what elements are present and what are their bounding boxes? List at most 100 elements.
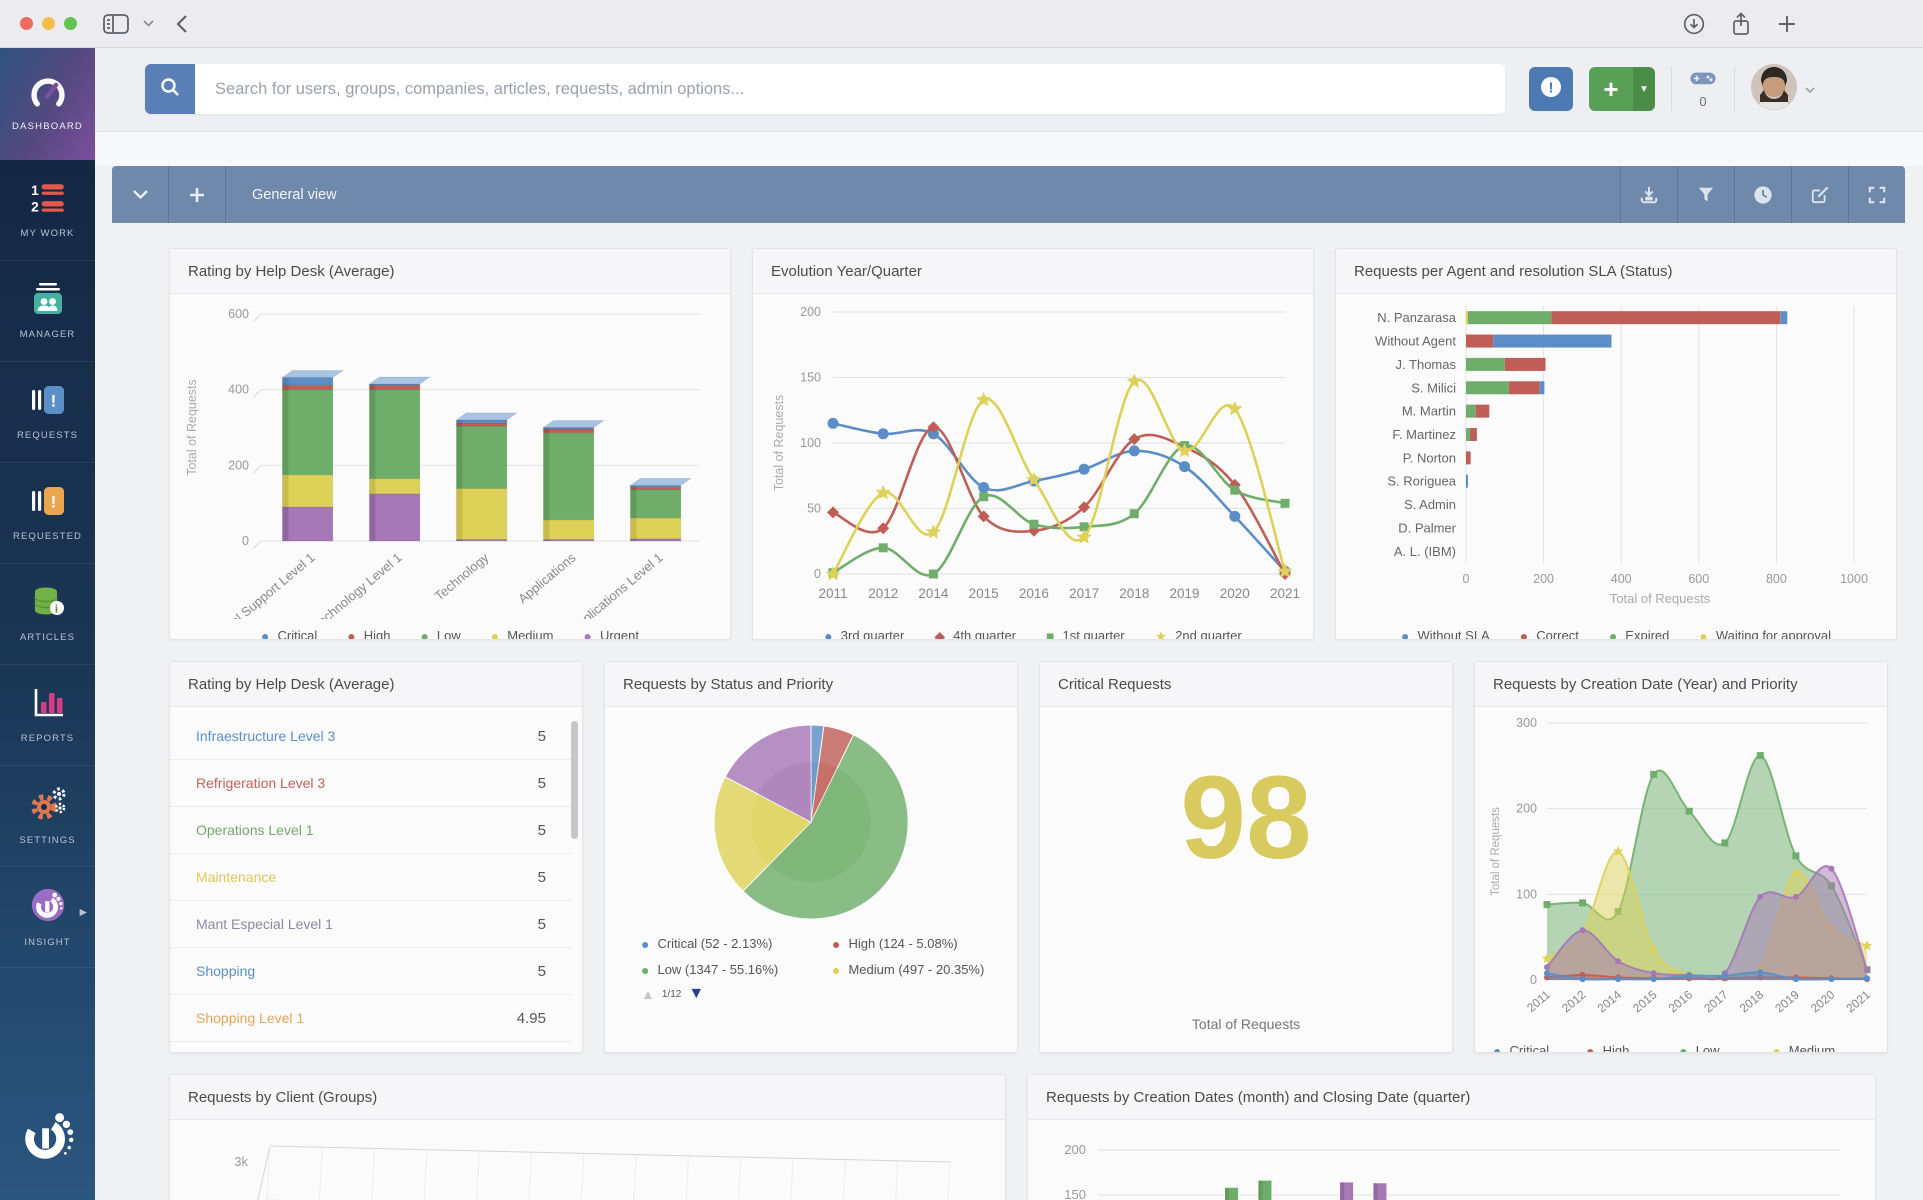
legend-marker-icon: ● xyxy=(1586,1042,1595,1053)
card-rating-by-help-desk-list: Rating by Help Desk (Average) Infraestru… xyxy=(169,661,583,1053)
sidebar-item-my-work[interactable]: 1 2 MY WORK xyxy=(0,160,95,261)
svg-text:2021: 2021 xyxy=(1270,586,1300,601)
svg-text:3k: 3k xyxy=(234,1154,248,1169)
chart-legend: ●Critical●High●Low●Medium●Urgent xyxy=(1475,1041,1887,1052)
rating-helpdesk-3d-bar-chart: 0 200 400 600 Total of Requests Technical Sup… xyxy=(170,294,730,639)
svg-text:S. Milici: S. Milici xyxy=(1411,380,1456,395)
svg-text:2014: 2014 xyxy=(1595,987,1625,1015)
helpdesk-link[interactable]: Shopping xyxy=(196,963,256,979)
fullscreen-button[interactable] xyxy=(1848,166,1905,223)
list-scrollbar[interactable] xyxy=(571,721,578,839)
insight-icon xyxy=(29,886,67,927)
downloads-icon[interactable] xyxy=(1683,13,1705,35)
svg-text:0: 0 xyxy=(814,567,821,581)
alerts-button[interactable]: ! xyxy=(1529,67,1573,111)
svg-text:A. L. (IBM): A. L. (IBM) xyxy=(1394,544,1456,559)
legend-marker-icon: ● xyxy=(1699,627,1708,640)
legend-item: ● Correct xyxy=(1520,628,1579,639)
legend-marker-icon: ● xyxy=(1679,1042,1688,1053)
list-row[interactable]: Shopping 5 xyxy=(170,948,572,995)
new-tab-icon[interactable] xyxy=(1777,14,1797,34)
metric-caption: Total of Requests xyxy=(1191,1016,1301,1032)
rating-value: 5 xyxy=(537,962,546,980)
svg-text:Total of Requests: Total of Requests xyxy=(1490,807,1502,896)
helpdesk-link[interactable]: Refrigeration Level 3 xyxy=(196,775,326,791)
svg-text:!: ! xyxy=(1549,79,1554,96)
sidebar-item-settings[interactable]: SETTINGS xyxy=(0,766,95,867)
gamification-button[interactable]: 0 xyxy=(1688,69,1718,109)
svg-text:2015: 2015 xyxy=(1630,987,1660,1015)
zoom-window-button[interactable] xyxy=(64,17,77,30)
svg-text:2017: 2017 xyxy=(1069,586,1099,601)
list-row[interactable]: Shopping Level 1 4.95 xyxy=(170,995,572,1042)
search-button[interactable] xyxy=(145,64,195,114)
helpdesk-link[interactable]: Infraestructure Level 3 xyxy=(196,728,336,744)
sidebar-item-insight[interactable]: INSIGHT ▶ xyxy=(0,867,95,968)
list-row[interactable]: Mant Especial Level 1 5 xyxy=(170,901,572,948)
legend-marker-icon: ◆ xyxy=(934,627,946,640)
legend-prev-icon[interactable]: ▲ xyxy=(641,986,655,1002)
legend-item: ● Critical xyxy=(1493,1043,1586,1052)
sidebar-item-requested[interactable]: ! REQUESTED xyxy=(0,463,95,564)
filter-button[interactable] xyxy=(1677,166,1734,223)
sidebar-item-label: REQUESTED xyxy=(12,531,83,542)
svg-text:!: ! xyxy=(50,493,57,512)
legend-item: ● Waiting for approval xyxy=(1699,628,1831,639)
legend-marker-icon: ● xyxy=(1608,627,1618,640)
sidebar-toggle-icon[interactable] xyxy=(103,13,129,34)
edit-button[interactable] xyxy=(1791,166,1848,223)
add-view-button[interactable] xyxy=(169,166,226,223)
svg-text:Applications Level 1: Applications Level 1 xyxy=(567,550,665,619)
helpdesk-link[interactable]: Shopping Level 1 xyxy=(196,1010,305,1026)
create-new-button[interactable]: + ▼ xyxy=(1589,67,1655,111)
list-row[interactable]: Operations Level 1 5 xyxy=(170,807,572,854)
legend-next-icon[interactable]: ▼ xyxy=(688,985,705,1002)
helpdesk-link[interactable]: Maintenance xyxy=(196,869,277,885)
list-row[interactable]: Refrigeration Level 3 5 xyxy=(170,760,572,807)
sidebar-item-reports[interactable]: REPORTS xyxy=(0,665,95,766)
exclamation-icon: ! xyxy=(1539,75,1563,104)
user-menu[interactable] xyxy=(1751,63,1815,115)
svg-text:0: 0 xyxy=(1463,572,1470,586)
list-row[interactable]: Maintenance 5 xyxy=(170,854,572,901)
dashboard-toolbar: General view xyxy=(112,166,1905,223)
sidebar-item-requests[interactable]: ! REQUESTS xyxy=(0,362,95,463)
creation-closing-bar-chart: 200150Total of Requests xyxy=(1028,1120,1875,1200)
back-button[interactable] xyxy=(176,14,188,34)
svg-text:2014: 2014 xyxy=(918,586,949,601)
export-button[interactable] xyxy=(1620,166,1677,223)
metric-value: 98 xyxy=(1180,752,1312,884)
helpdesk-link[interactable]: Operations Level 1 xyxy=(196,822,314,838)
search-input[interactable] xyxy=(195,64,1505,114)
sidebar-item-articles[interactable]: i ARTICLES xyxy=(0,564,95,665)
legend-item: ● Medium (497 - 20.35%) xyxy=(832,961,985,978)
sidebar-item-manager[interactable]: MANAGER xyxy=(0,261,95,362)
list-row[interactable]: Infraestructure Level 3 5 xyxy=(170,713,572,760)
legend-item: ● Without SLA xyxy=(1401,628,1490,639)
chevron-down-icon[interactable] xyxy=(143,20,154,27)
card-requests-per-agent-sla: Requests per Agent and resolution SLA (S… xyxy=(1335,248,1897,640)
svg-text:200: 200 xyxy=(228,458,249,472)
svg-text:P. Norton: P. Norton xyxy=(1403,450,1456,465)
dashboard-gauge-icon xyxy=(27,75,69,114)
close-window-button[interactable] xyxy=(20,17,33,30)
svg-text:N. Panzarasa: N. Panzarasa xyxy=(1377,310,1457,325)
creation-year-area-chart: 0 100 200 300 Total of Requests 2011 2012 2014 2… xyxy=(1475,707,1887,1041)
svg-text:2012: 2012 xyxy=(1559,987,1589,1015)
chart-legend: ● 3rd quarter ◆ 4th quarter ■ 1st quarter ★ 2nd… xyxy=(753,624,1313,639)
invgate-logo-icon xyxy=(19,1107,77,1170)
sidebar-item-dashboard[interactable]: DASHBOARD xyxy=(0,47,95,160)
legend-item: ● Medium xyxy=(491,628,554,639)
helpdesk-link[interactable]: Mant Especial Level 1 xyxy=(196,916,333,932)
collapse-view-button[interactable] xyxy=(112,166,169,223)
minimize-window-button[interactable] xyxy=(42,17,55,30)
svg-text:2021: 2021 xyxy=(1843,987,1873,1015)
svg-text:800: 800 xyxy=(1766,572,1787,586)
share-icon[interactable] xyxy=(1731,11,1751,36)
sidebar-item-label: MY WORK xyxy=(20,228,75,239)
sidebar-item-label: MANAGER xyxy=(19,329,76,340)
evolution-line-chart: 0 50 100 150 200 Total of Requests 2011 2012 201… xyxy=(753,294,1313,624)
history-button[interactable] xyxy=(1734,166,1791,223)
